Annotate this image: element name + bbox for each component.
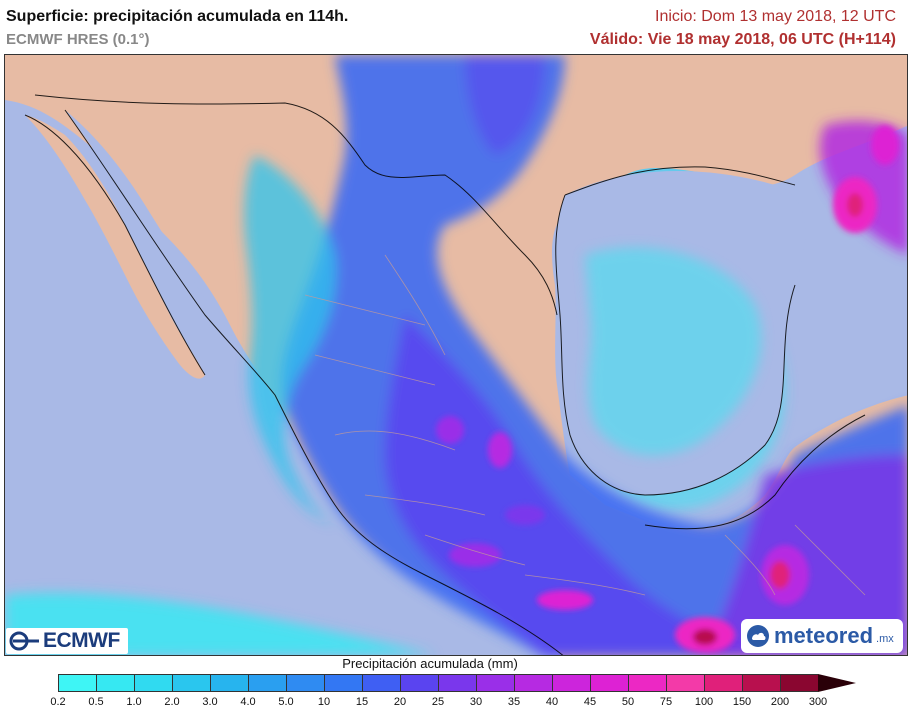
map-canvas [5, 55, 907, 655]
legend-swatch [362, 674, 400, 692]
legend-swatch [248, 674, 286, 692]
legend-swatch [780, 674, 818, 692]
meteored-logo-tld: .mx [876, 633, 894, 645]
legend-swatch [58, 674, 96, 692]
legend-tick-label: 30 [469, 696, 483, 708]
legend-tick-label: 35 [507, 696, 521, 708]
legend-overflow-arrow [818, 674, 856, 692]
legend-title: Precipitación acumulada (mm) [342, 656, 518, 671]
baja-peninsula [25, 115, 205, 379]
model-label: ECMWF HRES (0.1°) [6, 31, 150, 48]
meteored-logo[interactable]: meteored .mx [741, 619, 903, 653]
legend-swatch [286, 674, 324, 692]
legend-tick-label: 50 [621, 696, 635, 708]
header: Superficie: precipitación acumulada en 1… [0, 0, 910, 54]
legend-tick-label: 0.5 [88, 696, 104, 708]
meteored-cloud-icon [747, 625, 769, 647]
legend-tick-label: 2.0 [164, 696, 180, 708]
legend-tick-label: 15 [355, 696, 369, 708]
legend-tick-label: 0.2 [50, 696, 66, 708]
legend-tick-label: 200 [770, 696, 790, 708]
legend-swatch [134, 674, 172, 692]
coastlines [24, 94, 866, 655]
legend-swatch [514, 674, 552, 692]
ecmwf-logo: ECMWF [6, 628, 128, 654]
legend-swatch [742, 674, 780, 692]
valid-time: Válido: Vie 18 may 2018, 06 UTC (H+114) [589, 31, 896, 48]
legend-tick-label: 100 [694, 696, 714, 708]
gulf-of-california [65, 110, 255, 370]
legend-tick-label: 150 [732, 696, 752, 708]
legend-swatch [476, 674, 514, 692]
legend-swatch [210, 674, 248, 692]
precipitation-map[interactable] [4, 54, 908, 656]
legend-swatch [400, 674, 438, 692]
legend-swatch [552, 674, 590, 692]
legend-tick-label: 10 [317, 696, 331, 708]
legend-tick-label: 40 [545, 696, 559, 708]
legend-tick-label: 20 [393, 696, 407, 708]
legend-tick-label: 300 [808, 696, 828, 708]
legend-swatch [666, 674, 704, 692]
legend-tick-label: 1.0 [126, 696, 142, 708]
precip-heavy [436, 125, 899, 653]
legend-swatch [172, 674, 210, 692]
legend-swatch [590, 674, 628, 692]
ecmwf-logo-text: ECMWF [43, 629, 120, 652]
legend-swatch [438, 674, 476, 692]
map-title: Superficie: precipitación acumulada en 1… [6, 8, 349, 25]
legend-swatch [704, 674, 742, 692]
legend-tick-label: 25 [431, 696, 445, 708]
legend-swatch [324, 674, 362, 692]
legend-tick-label: 75 [659, 696, 673, 708]
legend-tick-label: 3.0 [202, 696, 218, 708]
color-legend [58, 674, 856, 692]
init-time: Inicio: Dom 13 may 2018, 12 UTC [655, 8, 896, 25]
legend-tick-label: 4.0 [240, 696, 256, 708]
ecmwf-globe-icon [9, 631, 39, 651]
legend-ticks: 0.2 0.5 1.0 2.0 3.0 4.0 5.0 10 15 20 25 30 35 40 45 50 7… [50, 696, 878, 710]
meteored-logo-text: meteored [774, 623, 874, 648]
legend-swatch [628, 674, 666, 692]
legend-swatch [96, 674, 134, 692]
state-borders [304, 254, 866, 596]
legend-tick-label: 45 [583, 696, 597, 708]
legend-tick-label: 5.0 [278, 696, 294, 708]
